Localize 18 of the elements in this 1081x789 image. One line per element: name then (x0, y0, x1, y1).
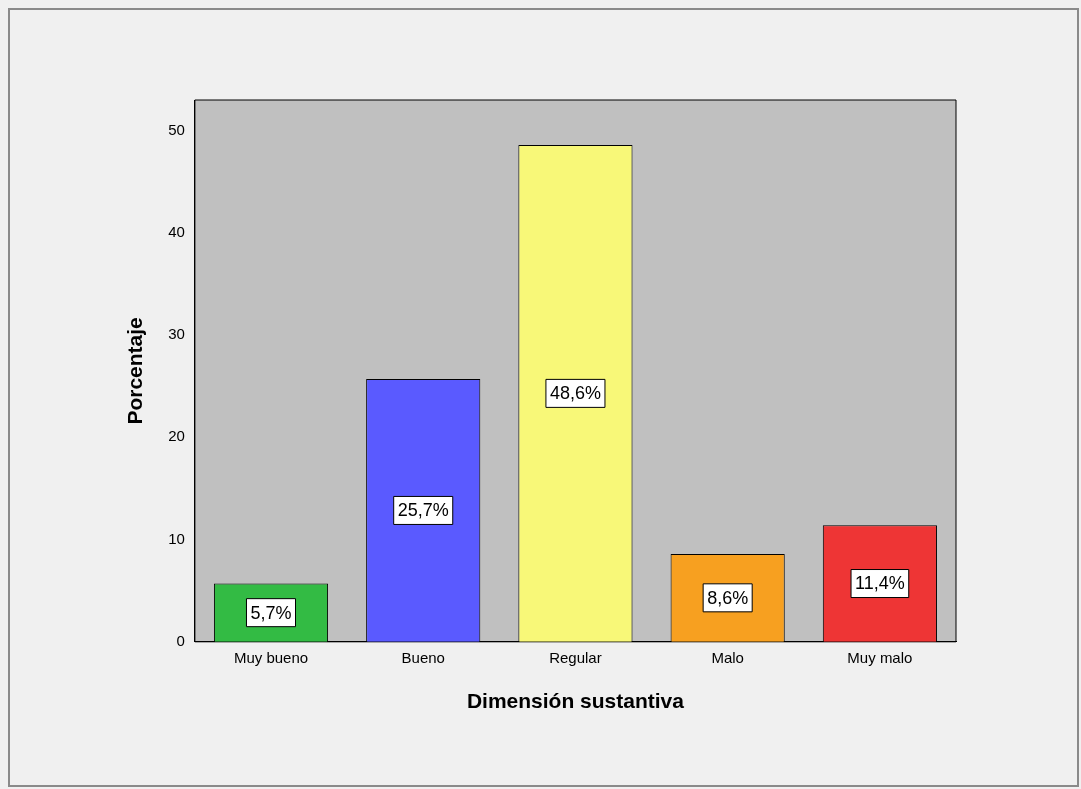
y-tick-label: 50 (168, 120, 185, 138)
data-label: 8,6% (707, 587, 749, 608)
x-tick-label: Muy bueno (233, 648, 309, 666)
x-tick-label: Regular (549, 648, 602, 666)
y-tick-label: 10 (168, 529, 185, 547)
x-tick-label: Malo (711, 648, 744, 666)
y-tick-label: 30 (168, 325, 185, 343)
y-axis-title: Porcentaje (123, 317, 147, 425)
data-label: 5,7% (250, 602, 292, 623)
y-tick-label: 0 (176, 631, 185, 649)
y-tick-label: 40 (168, 223, 185, 241)
data-label: 48,6% (549, 383, 601, 404)
x-axis-title: Dimensión sustantiva (466, 689, 685, 713)
data-label: 11,4% (855, 573, 905, 594)
data-label: 25,7% (397, 500, 449, 521)
x-tick-label: Muy malo (847, 648, 913, 666)
x-tick-label: Bueno (401, 648, 445, 666)
y-tick-label: 20 (168, 427, 185, 445)
